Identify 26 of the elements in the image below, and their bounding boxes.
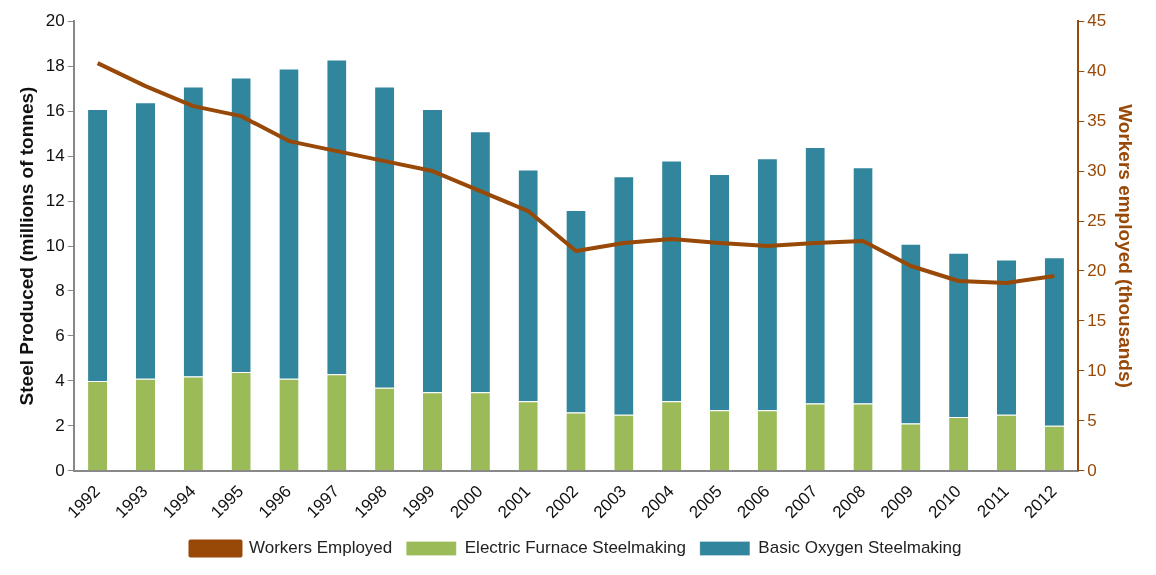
y2-tick-label: 25 bbox=[1087, 210, 1107, 230]
legend-label: Workers Employed bbox=[248, 538, 393, 558]
y-tick-label: 10 bbox=[45, 235, 65, 255]
y2-tick-label: 35 bbox=[1087, 110, 1107, 130]
y2-tick-label: 30 bbox=[1087, 160, 1107, 180]
y-tick-label: 0 bbox=[55, 460, 65, 480]
y2-tick-label: 5 bbox=[1087, 410, 1097, 430]
y-axis-title: Steel Produced (millions of tonnes) bbox=[15, 86, 37, 406]
y2-axis-title: Workers employed (thousands) bbox=[1115, 104, 1137, 388]
y-tick-label: 6 bbox=[55, 325, 65, 345]
y-tick-label: 4 bbox=[55, 370, 65, 390]
y2-tick-label: 45 bbox=[1087, 10, 1107, 30]
y-tick-label: 2 bbox=[55, 415, 65, 435]
y2-tick-label: 15 bbox=[1087, 310, 1107, 330]
y-tick-label: 16 bbox=[45, 100, 65, 120]
legend-label: Electric Furnace Steelmaking bbox=[464, 538, 686, 558]
y-tick-label: 14 bbox=[45, 145, 65, 165]
y2-tick-label: 40 bbox=[1087, 60, 1107, 80]
legend-label: Basic Oxygen Steelmaking bbox=[758, 538, 962, 558]
y-tick-label: 8 bbox=[55, 280, 65, 300]
y2-tick-label: 0 bbox=[1087, 460, 1097, 480]
y2-tick-label: 10 bbox=[1087, 360, 1107, 380]
y-tick-label: 12 bbox=[45, 190, 65, 210]
y-tick-label: 18 bbox=[45, 55, 65, 75]
y2-tick-label: 20 bbox=[1087, 260, 1107, 280]
y-tick-label: 20 bbox=[45, 10, 65, 30]
